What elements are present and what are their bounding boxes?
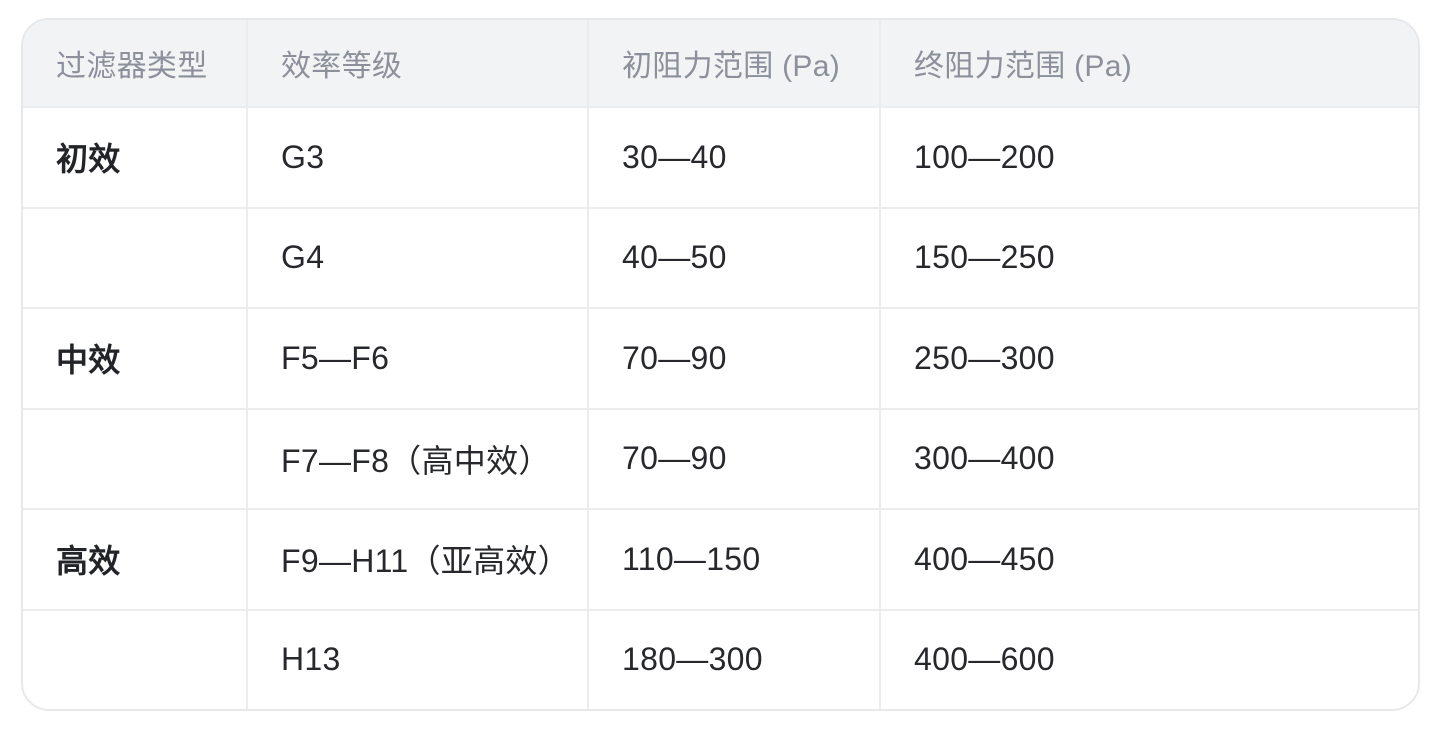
- table-row: 高效 F9—H11（亚高效） 110—150 400—450: [23, 508, 1418, 609]
- cell-final-resistance: 300—400: [914, 440, 1055, 477]
- cell-initial-resistance: 40—50: [589, 208, 881, 307]
- cell-filter-type: 高效: [23, 510, 248, 609]
- cell-final-resistance: 100—200: [914, 138, 1055, 175]
- table-header-row: 过滤器类型 效率等级 初阻力范围 (Pa) 终阻力范围 (Pa): [23, 20, 1418, 106]
- table-row: H13 180—300 400—600: [23, 608, 1418, 709]
- cell-final-resistance: 400—450: [914, 540, 1055, 577]
- cell-filter-type: [23, 208, 248, 307]
- cell-initial-resistance: 30—40: [589, 108, 881, 207]
- cell-efficiency-grade: F5—F6: [248, 309, 589, 408]
- table-row: 中效 F5—F6 70—90 250—300: [23, 307, 1418, 408]
- table-row: 初效 G3 30—40 100—200: [23, 106, 1418, 207]
- header-cell-initial-resistance: 初阻力范围 (Pa): [589, 20, 881, 106]
- cell-efficiency-grade: H13: [248, 610, 589, 709]
- header-cell-filter-type: 过滤器类型: [23, 20, 248, 106]
- table-row: G4 40—50 150—250: [23, 206, 1418, 307]
- header-cell-final-resistance: 终阻力范围 (Pa): [914, 50, 1133, 83]
- cell-initial-resistance: 180—300: [589, 610, 881, 709]
- cell-initial-resistance: 70—90: [589, 409, 881, 508]
- cell-efficiency-grade: G4: [248, 208, 589, 307]
- cell-efficiency-grade: F7—F8（高中效）: [248, 409, 589, 508]
- cell-filter-type: 中效: [23, 309, 248, 408]
- cell-initial-resistance: 110—150: [589, 510, 881, 609]
- cell-efficiency-grade: G3: [248, 108, 589, 207]
- cell-efficiency-grade: F9—H11（亚高效）: [248, 510, 589, 609]
- cell-filter-type: 初效: [23, 108, 248, 207]
- filter-resistance-table: 过滤器类型 效率等级 初阻力范围 (Pa) 终阻力范围 (Pa) 初效 G3 3…: [21, 18, 1420, 711]
- cell-filter-type: [23, 610, 248, 709]
- cell-filter-type: [23, 409, 248, 508]
- cell-initial-resistance: 70—90: [589, 309, 881, 408]
- cell-final-resistance: 150—250: [914, 239, 1055, 276]
- table-row: F7—F8（高中效） 70—90 300—400: [23, 407, 1418, 508]
- cell-final-resistance: 250—300: [914, 339, 1055, 376]
- cell-final-resistance: 400—600: [914, 641, 1055, 678]
- header-cell-efficiency-grade: 效率等级: [248, 20, 589, 106]
